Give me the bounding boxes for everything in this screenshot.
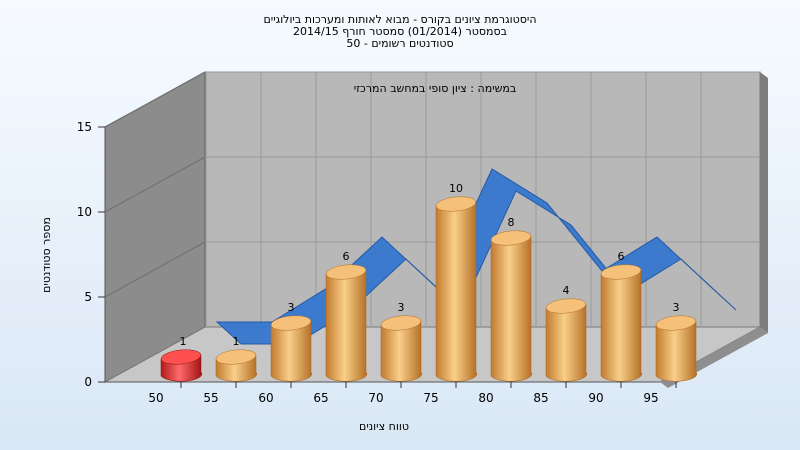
bar-data-label: 3 <box>398 301 405 314</box>
bar-body <box>435 201 477 382</box>
y-tick-label: 0 <box>84 375 92 389</box>
histogram-bar: 6 <box>600 250 642 382</box>
bar-body <box>270 320 312 382</box>
histogram-bar: 6 <box>325 250 367 382</box>
histogram-bar: 10 <box>435 182 477 382</box>
bar-body <box>490 235 532 382</box>
y-grid-diagonal <box>104 241 206 298</box>
bar-top <box>325 264 367 280</box>
y-grid-diagonal <box>104 156 206 213</box>
bar-top <box>600 264 642 280</box>
y-tick-label: 15 <box>77 120 92 134</box>
x-tick-label: 65 <box>313 391 328 405</box>
y-tick-label: 5 <box>84 290 92 304</box>
chart-title-line-2: בסמסטר (01/2014) סמסטר חורף 2014/15 <box>293 25 507 38</box>
bar-data-label: 3 <box>673 301 680 314</box>
x-axis-label: טווח ציונים <box>359 420 409 433</box>
right-wall-edge <box>760 72 768 333</box>
bar-top <box>545 298 587 314</box>
x-tick-label: 75 <box>423 391 438 405</box>
bar-top <box>435 196 477 212</box>
bar-data-label: 10 <box>449 182 463 195</box>
histogram-bar: 4 <box>545 284 587 382</box>
y-axis-label: מספר סטודנטים <box>40 217 53 293</box>
bar-data-label: 3 <box>288 301 295 314</box>
x-tick-label: 70 <box>368 391 383 405</box>
y-grid-diagonal <box>104 71 206 128</box>
bar-data-label: 6 <box>618 250 625 263</box>
x-tick-label: 95 <box>643 391 658 405</box>
chart-title-line-3: סטודנטים רשומים - 50 <box>346 37 453 50</box>
bar-body <box>325 269 367 382</box>
bar-top <box>160 349 202 365</box>
bar-data-label: 4 <box>563 284 570 297</box>
chart-title-line-1: היסטוגרמת ציונים בקורס - מבוא לאותות ומע… <box>263 13 536 26</box>
x-tick-label: 60 <box>258 391 273 405</box>
bar-data-label: 8 <box>508 216 515 229</box>
chart-subtitle: במשימה : ציון סופי במחשב המרכזי <box>354 82 517 95</box>
bar-top <box>215 349 257 365</box>
bar-top <box>380 315 422 331</box>
bar-body <box>380 320 422 382</box>
histogram-bar: 3 <box>655 301 697 382</box>
bar-data-label: 1 <box>233 335 240 348</box>
x-tick-label: 80 <box>478 391 493 405</box>
x-tick-label: 85 <box>533 391 548 405</box>
bar-body <box>600 269 642 382</box>
histogram-bar: 3 <box>380 301 422 382</box>
x-tick-label: 50 <box>148 391 163 405</box>
bar-top <box>490 230 532 246</box>
x-tick-label: 55 <box>203 391 218 405</box>
histogram-bar: 1 <box>215 335 257 382</box>
bar-data-label: 6 <box>343 250 350 263</box>
x-tick-label: 90 <box>588 391 603 405</box>
bar-top <box>270 315 312 331</box>
histogram-bar: 8 <box>490 216 532 382</box>
histogram-bar: 3 <box>270 301 312 382</box>
histogram-bar: 1 <box>160 335 202 382</box>
bar-data-label: 1 <box>180 335 187 348</box>
bar-body <box>545 303 587 382</box>
y-tick-label: 10 <box>77 205 92 219</box>
bar-body <box>655 320 697 382</box>
bar-top <box>655 315 697 331</box>
